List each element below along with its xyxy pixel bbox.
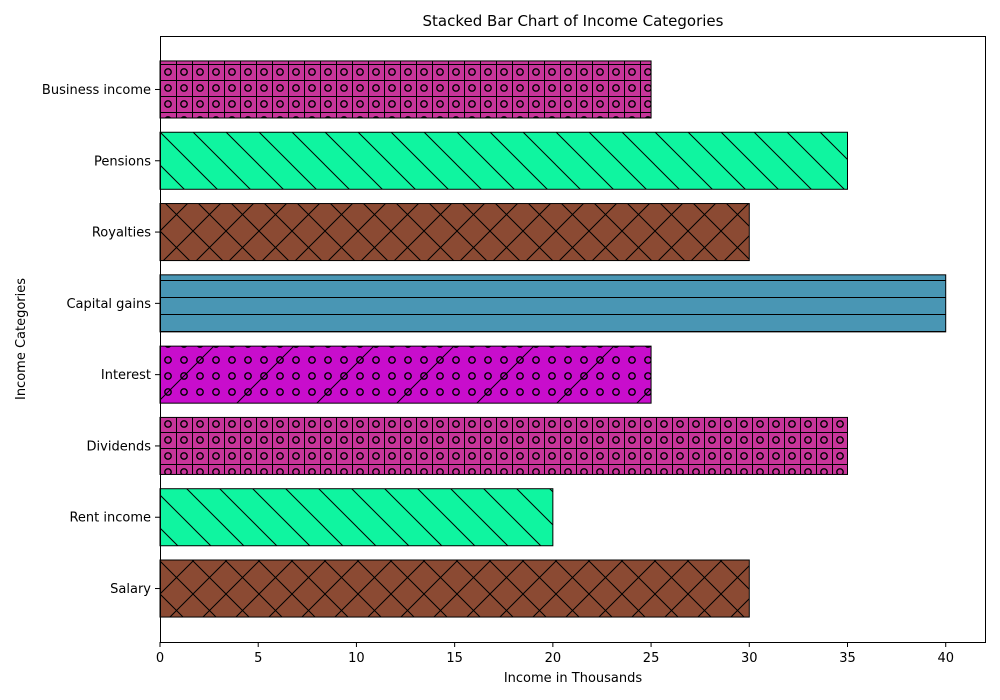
y-axis-label: Income Categories <box>14 278 29 400</box>
y-tick-label: Business income <box>42 83 151 98</box>
bar-interest <box>159 345 652 404</box>
y-tick-label: Pensions <box>94 154 151 169</box>
x-tick-label: 5 <box>254 651 262 666</box>
bar-business-income <box>159 60 652 119</box>
x-axis-label: Income in Thousands <box>504 671 643 686</box>
bar-salary <box>159 559 750 618</box>
bar-royalties <box>159 203 750 262</box>
x-tick-label: 15 <box>446 651 463 666</box>
x-tick-label: 0 <box>156 651 164 666</box>
bar-capital-gains <box>159 274 947 333</box>
y-tick-label: Royalties <box>92 226 151 241</box>
bar-pensions <box>159 131 848 190</box>
bar-rent-income <box>159 488 554 547</box>
plot-frame <box>160 36 986 643</box>
y-tick-label: Rent income <box>69 511 151 526</box>
x-tick-label: 25 <box>643 651 660 666</box>
y-tick-label: Interest <box>101 368 151 383</box>
x-tick-label: 20 <box>545 651 562 666</box>
bar-dividends <box>159 416 848 475</box>
x-tick-label: 40 <box>937 651 954 666</box>
y-tick-label: Dividends <box>87 439 152 454</box>
y-tick-label: Capital gains <box>66 297 151 312</box>
x-tick-label: 10 <box>348 651 365 666</box>
x-tick-label: 30 <box>741 651 758 666</box>
bars-layer <box>159 60 947 618</box>
y-axis-ticks: Salary Rent income Dividends Interest Capita… <box>42 83 160 597</box>
chart-title: Stacked Bar Chart of Income Categories <box>423 12 724 30</box>
x-axis-ticks: 0 5 10 15 20 25 30 35 40 <box>156 642 954 666</box>
y-tick-label: Salary <box>110 582 151 597</box>
x-tick-label: 35 <box>839 651 856 666</box>
